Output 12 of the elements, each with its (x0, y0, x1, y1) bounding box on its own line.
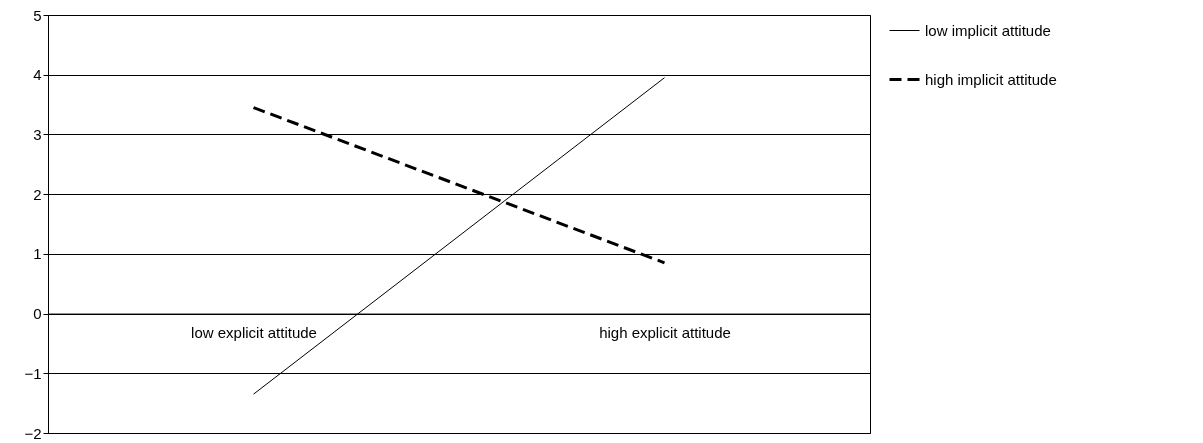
y-tick-label: 4 (33, 66, 42, 84)
x-tick-label: low explicit attitude (191, 324, 317, 342)
legend-label: low implicit attitude (925, 21, 1051, 39)
y-tick-label: −1 (24, 364, 42, 382)
y-tick-label: 0 (33, 305, 42, 323)
y-tick-label: 5 (33, 6, 42, 24)
y-tick-label: 3 (33, 125, 42, 143)
x-tick-label: high explicit attitude (599, 324, 731, 342)
y-tick-label: 2 (33, 185, 42, 203)
y-tick-label: 1 (33, 245, 42, 263)
legend-label: high implicit attitude (925, 70, 1057, 88)
y-tick-label: −2 (24, 424, 42, 442)
